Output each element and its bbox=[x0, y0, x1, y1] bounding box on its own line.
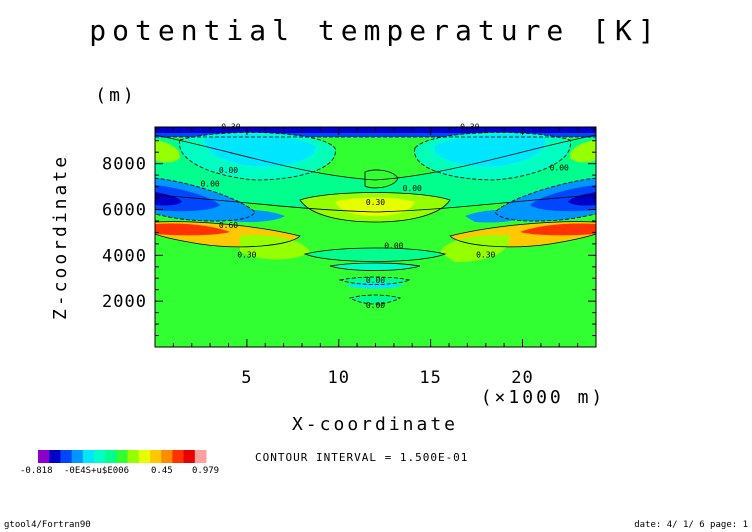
colorbar-swatch bbox=[94, 450, 106, 463]
fill-lens-1 bbox=[305, 248, 445, 262]
fill-lens-3 bbox=[340, 277, 410, 285]
fill-blue-inner-right bbox=[465, 209, 525, 223]
y-tick-label: 6000 bbox=[102, 201, 147, 221]
x-unit: (×1000 m) bbox=[481, 387, 606, 408]
fill-lens-4 bbox=[345, 282, 405, 289]
fill-green-center-top bbox=[365, 170, 398, 188]
contour-label: 0.30 bbox=[366, 198, 385, 207]
y-tick-label: 8000 bbox=[102, 155, 147, 175]
colorbar-val-label: 0.45 bbox=[151, 466, 173, 476]
x-tick-label: 10 bbox=[328, 368, 350, 388]
fill-yellow-right-edge bbox=[569, 140, 596, 163]
contour-label: 0.30 bbox=[476, 251, 495, 260]
colorbar-mid-label: -0E4S+u$E006 bbox=[64, 466, 129, 476]
contour-interval: CONTOUR INTERVAL = 1.500E-01 bbox=[255, 451, 468, 464]
y-unit: (m) bbox=[95, 85, 137, 106]
chart-title: potential temperature [K] bbox=[89, 14, 660, 47]
fill-lens-2 bbox=[330, 263, 420, 271]
colorbar-swatch bbox=[116, 450, 129, 463]
contour-label: 0.00 bbox=[219, 166, 238, 175]
fill-red-right bbox=[520, 223, 596, 236]
x-tick-label: 5 bbox=[241, 368, 252, 388]
fill-upper-band bbox=[155, 135, 596, 212]
colorbar-swatch bbox=[183, 450, 196, 463]
contour-label: 0.00 bbox=[384, 241, 403, 250]
footer-right: date: 4/ 1/ 6 page: 1 bbox=[634, 520, 748, 530]
axis-ticks bbox=[155, 127, 596, 347]
colorbar-swatch bbox=[105, 450, 117, 463]
colorbar-max-label: 0.979 bbox=[192, 466, 219, 476]
colorbar-min-label: -0.818 bbox=[20, 466, 53, 476]
colorbar-swatch bbox=[82, 450, 95, 463]
y-tick-label: 2000 bbox=[102, 292, 147, 312]
contour-label: 0.00 bbox=[550, 164, 569, 173]
colorbar-swatch bbox=[49, 450, 61, 463]
y-axis-title: Z-coordinate bbox=[50, 154, 71, 320]
fill-yellow-lower-left bbox=[240, 234, 310, 260]
contour-label: 0.60 bbox=[219, 221, 238, 230]
contour-lines bbox=[155, 132, 596, 305]
contour-fills bbox=[155, 127, 596, 347]
colorbar-swatch bbox=[60, 450, 73, 463]
colorbar-swatch bbox=[138, 450, 151, 463]
colorbar-swatch bbox=[161, 450, 173, 463]
y-tick-label: 4000 bbox=[102, 246, 147, 266]
x-axis-title: X-coordinate bbox=[292, 414, 458, 435]
fill-top-strip-2 bbox=[155, 133, 596, 137]
colorbar-swatch bbox=[172, 450, 185, 463]
colorbar-swatch bbox=[127, 450, 140, 463]
contour-label: 0.00 bbox=[366, 276, 385, 285]
colorbar-swatch bbox=[194, 450, 207, 463]
contour-label: 0.00 bbox=[403, 184, 422, 193]
colorbar-swatch bbox=[150, 450, 162, 463]
contour-label: 0.30 bbox=[237, 251, 256, 260]
fill-yellow-lower-right bbox=[440, 234, 510, 262]
x-tick-label: 20 bbox=[511, 368, 533, 388]
fill-red-left bbox=[155, 223, 230, 236]
colorbar-swatch bbox=[71, 450, 84, 463]
colorbar bbox=[38, 450, 207, 463]
contour-label: 0.00 bbox=[366, 301, 385, 310]
axis-tick-labels: 5 10 15 20 2000 4000 6000 8000 bbox=[102, 155, 533, 388]
fill-yellow-left-edge bbox=[155, 140, 181, 163]
fill-cyan-left-2 bbox=[204, 134, 316, 167]
fill-cyan-right-2 bbox=[434, 134, 546, 167]
x-tick-label: 15 bbox=[419, 368, 441, 388]
colorbar-swatch bbox=[38, 450, 50, 463]
fill-lens-5 bbox=[350, 295, 400, 304]
footer-left: gtool4/Fortran90 bbox=[4, 520, 91, 530]
contour-label: 0.00 bbox=[200, 180, 219, 189]
